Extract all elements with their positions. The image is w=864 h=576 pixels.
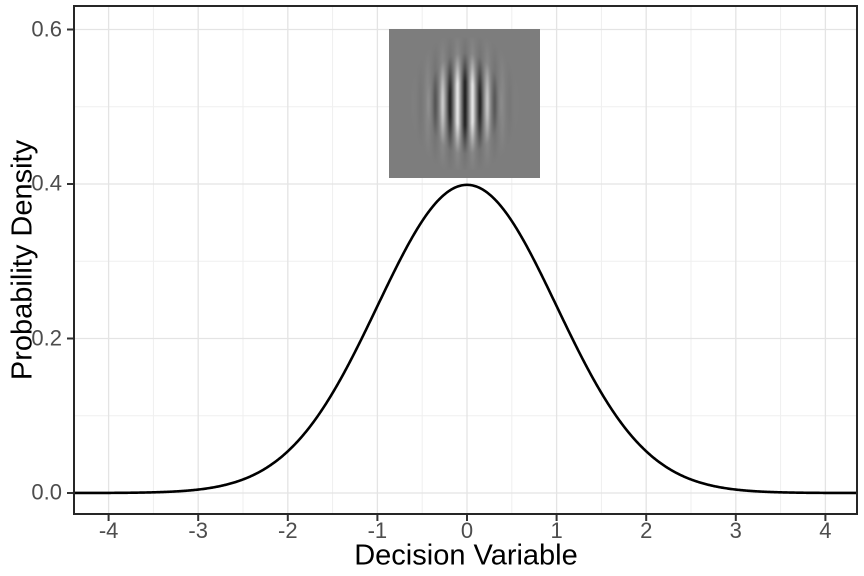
gabor-patch-image [389,29,540,178]
x-axis-title: Decision Variable [354,539,578,572]
x-tick-label: 0 [460,518,474,543]
x-tick-label: 4 [819,518,832,543]
y-tick-label: 0.4 [31,170,62,196]
gabor-gaussian-envelope [389,29,540,178]
x-tick-label: -4 [98,518,119,543]
x-tick-label: -2 [278,518,298,543]
x-tick-label: 3 [729,518,742,543]
x-tick-label: 2 [640,518,653,543]
x-tick-label: -3 [188,518,208,543]
y-axis-title: Probability Density [6,139,39,381]
x-tick-label: 1 [550,518,563,543]
y-tick-label: 0.0 [31,479,62,505]
x-tick-label: -1 [367,518,388,543]
panel-border [73,5,858,515]
y-tick-label: 0.6 [31,15,62,41]
density-curve [72,183,859,495]
y-tick-label: 0.2 [31,324,62,350]
